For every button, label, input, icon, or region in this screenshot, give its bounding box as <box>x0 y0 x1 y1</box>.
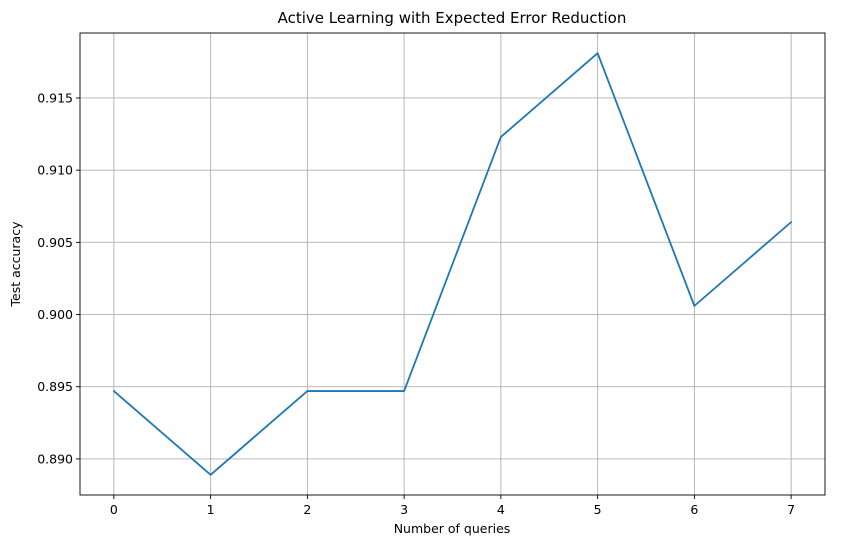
chart-title: Active Learning with Expected Error Redu… <box>278 9 627 27</box>
x-tick-label: 5 <box>594 502 602 517</box>
x-tick-label: 4 <box>497 502 505 517</box>
y-tick-label: 0.900 <box>37 307 73 322</box>
y-tick-label: 0.895 <box>37 379 73 394</box>
plot-frame <box>79 32 826 496</box>
x-tick-label: 3 <box>400 502 408 517</box>
ticks: 0 1 2 3 4 5 6 7 0.890 0.895 0.900 0.905 0.910 0.915 <box>37 90 795 517</box>
y-tick-label: 0.905 <box>37 235 73 250</box>
y-tick-label: 0.910 <box>37 163 73 178</box>
x-tick-label: 0 <box>110 502 118 517</box>
x-axis-label: Number of queries <box>394 521 511 536</box>
series-layer <box>112 52 793 476</box>
x-tick-label: 1 <box>207 502 215 517</box>
x-tick-label: 6 <box>690 502 698 517</box>
series-line <box>112 52 793 476</box>
grid <box>80 33 825 495</box>
y-tick-label: 0.890 <box>37 451 73 466</box>
x-tick-label: 2 <box>303 502 311 517</box>
y-axis-label: Test accuracy <box>8 221 23 308</box>
y-tick-label: 0.915 <box>37 90 73 105</box>
x-tick-label: 7 <box>787 502 795 517</box>
